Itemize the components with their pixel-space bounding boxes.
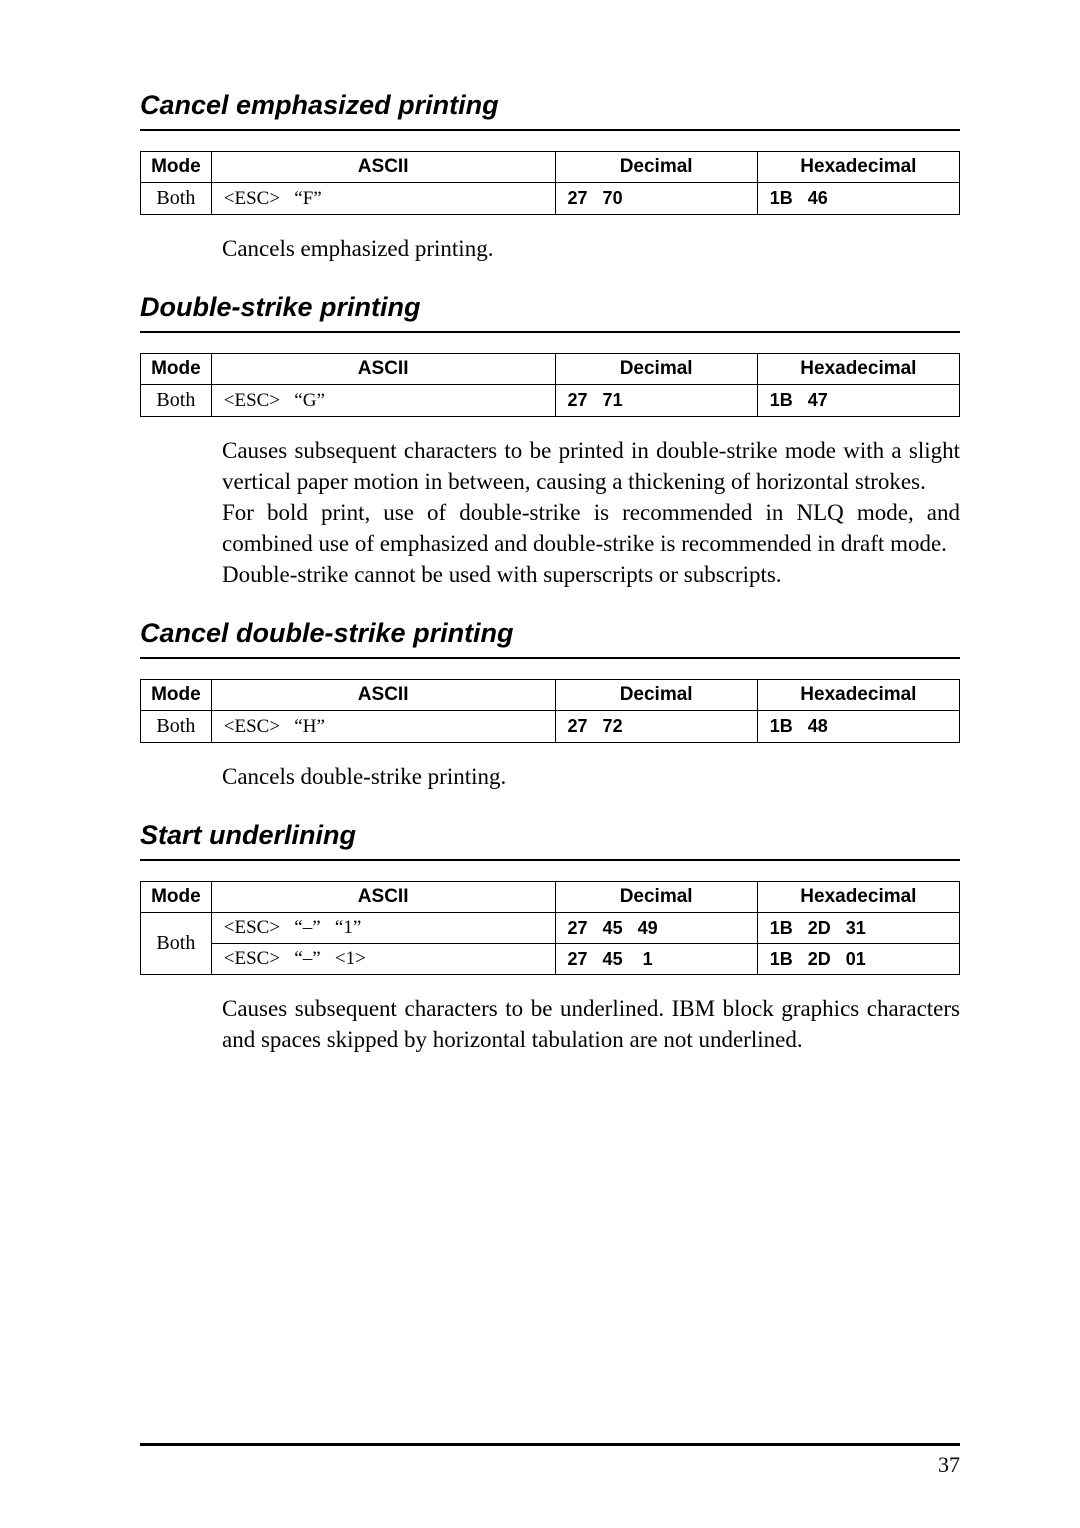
paragraph: For bold print, use of double-strike is … <box>222 497 960 559</box>
body-paragraph: Cancels emphasized printing. <box>222 233 960 264</box>
col-ascii-header: ASCII <box>211 354 555 385</box>
ascii-cell: <ESC> “H” <box>211 711 555 743</box>
col-hex-header: Hexadecimal <box>757 152 959 183</box>
table-row: Both <ESC> “–” “1” 27 45 49 1B 2D 31 <box>141 913 960 944</box>
section-heading: Cancel double-strike printing <box>140 618 960 659</box>
col-decimal-header: Decimal <box>555 354 757 385</box>
footer: 37 <box>140 1443 960 1478</box>
col-hex-header: Hexadecimal <box>757 680 959 711</box>
ascii-cell: <ESC> “F” <box>211 183 555 215</box>
page-number: 37 <box>140 1452 960 1478</box>
col-mode-header: Mode <box>141 882 212 913</box>
hex-cell: 1B 2D 31 <box>757 913 959 944</box>
hex-cell: 1B 48 <box>757 711 959 743</box>
section-heading: Start underlining <box>140 820 960 861</box>
paragraph: Double-strike cannot be used with supers… <box>222 559 960 590</box>
table-row: Both <ESC> “G” 27 71 1B 47 <box>141 385 960 417</box>
paragraph: Cancels double-strike printing. <box>222 761 960 792</box>
body-text-block: Causes subsequent characters to be print… <box>222 435 960 590</box>
hex-cell: 1B 2D 01 <box>757 944 959 975</box>
decimal-cell: 27 71 <box>555 385 757 417</box>
col-hex-header: Hexadecimal <box>757 354 959 385</box>
mode-cell: Both <box>141 711 212 743</box>
decimal-cell: 27 70 <box>555 183 757 215</box>
col-ascii-header: ASCII <box>211 882 555 913</box>
section-heading: Double-strike printing <box>140 292 960 333</box>
command-table: Mode ASCII Decimal Hexadecimal Both <ESC… <box>140 151 960 215</box>
paragraph: Causes subsequent characters to be print… <box>222 435 960 497</box>
body-paragraph: Cancels double-strike printing. <box>222 761 960 792</box>
table-header-row: Mode ASCII Decimal Hexadecimal <box>141 354 960 385</box>
ascii-cell: <ESC> “–” “1” <box>211 913 555 944</box>
section-heading: Cancel emphasized printing <box>140 90 960 131</box>
col-hex-header: Hexadecimal <box>757 882 959 913</box>
table-header-row: Mode ASCII Decimal Hexadecimal <box>141 152 960 183</box>
table-header-row: Mode ASCII Decimal Hexadecimal <box>141 882 960 913</box>
ascii-cell: <ESC> “G” <box>211 385 555 417</box>
mode-cell: Both <box>141 183 212 215</box>
col-decimal-header: Decimal <box>555 152 757 183</box>
mode-cell: Both <box>141 385 212 417</box>
paragraph: Cancels emphasized printing. <box>222 233 960 264</box>
hex-cell: 1B 47 <box>757 385 959 417</box>
col-mode-header: Mode <box>141 152 212 183</box>
col-ascii-header: ASCII <box>211 680 555 711</box>
footer-rule <box>140 1443 960 1446</box>
body-paragraph: Causes subsequent characters to be under… <box>222 993 960 1055</box>
table-row: Both <ESC> “H” 27 72 1B 48 <box>141 711 960 743</box>
col-mode-header: Mode <box>141 680 212 711</box>
command-table: Mode ASCII Decimal Hexadecimal Both <ESC… <box>140 881 960 975</box>
decimal-cell: 27 72 <box>555 711 757 743</box>
hex-cell: 1B 46 <box>757 183 959 215</box>
table-row: Both <ESC> “F” 27 70 1B 46 <box>141 183 960 215</box>
ascii-cell: <ESC> “–” <1> <box>211 944 555 975</box>
decimal-cell: 27 45 49 <box>555 913 757 944</box>
decimal-cell: 27 45 1 <box>555 944 757 975</box>
col-mode-header: Mode <box>141 354 212 385</box>
command-table: Mode ASCII Decimal Hexadecimal Both <ESC… <box>140 679 960 743</box>
mode-cell: Both <box>141 913 212 975</box>
command-table: Mode ASCII Decimal Hexadecimal Both <ESC… <box>140 353 960 417</box>
col-decimal-header: Decimal <box>555 680 757 711</box>
col-decimal-header: Decimal <box>555 882 757 913</box>
col-ascii-header: ASCII <box>211 152 555 183</box>
table-row: <ESC> “–” <1> 27 45 1 1B 2D 01 <box>141 944 960 975</box>
paragraph: Causes subsequent characters to be under… <box>222 993 960 1055</box>
table-header-row: Mode ASCII Decimal Hexadecimal <box>141 680 960 711</box>
